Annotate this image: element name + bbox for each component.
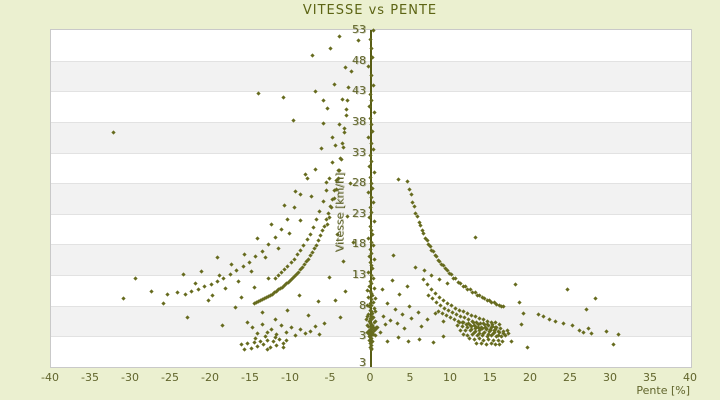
data-point xyxy=(368,239,374,245)
x-tick-label: 5 xyxy=(406,371,414,384)
y-tick-label: 18 xyxy=(352,237,366,251)
data-point xyxy=(520,310,526,316)
data-point xyxy=(264,329,270,335)
chart-title: VITESSE vs PENTE xyxy=(302,3,438,18)
y-tick-label: 38 xyxy=(352,114,366,128)
x-axis-title: Pente [%] xyxy=(636,384,690,397)
data-point xyxy=(412,265,418,270)
x-tick-label: -15 xyxy=(241,371,259,384)
x-tick-label: 20 xyxy=(523,371,537,384)
x-tick-label: 10 xyxy=(443,371,457,384)
data-point xyxy=(148,288,154,294)
y-tick-label: 33 xyxy=(352,145,366,159)
y-tick-label: 28 xyxy=(352,176,366,190)
plot-area xyxy=(50,27,692,368)
x-tick-label: -10 xyxy=(281,371,299,384)
y-tick-label: 53 xyxy=(352,23,366,36)
x-tick-label: 35 xyxy=(643,371,657,384)
y-axis-title: Vitesse [km/h] xyxy=(333,172,347,253)
x-tick-label: -25 xyxy=(161,371,179,384)
y-axis-bottom-label: 3 xyxy=(359,356,366,369)
y-tick-label: 13 xyxy=(352,268,366,282)
data-point xyxy=(372,333,378,338)
y-tick-label: 48 xyxy=(352,53,366,67)
data-point xyxy=(248,345,254,351)
data-point xyxy=(516,299,522,305)
x-tick-label: 25 xyxy=(563,371,577,384)
x-tick-label: 40 xyxy=(683,371,697,384)
y-tick-label: 3 xyxy=(359,329,366,343)
x-tick-label: 30 xyxy=(603,371,617,384)
y-tick-label: 23 xyxy=(352,206,366,220)
x-tick-label: 0 xyxy=(366,371,374,384)
x-tick-label: -40 xyxy=(41,371,59,384)
y-tick-label: 43 xyxy=(352,84,366,98)
y-tick-label: 8 xyxy=(359,298,366,312)
data-point xyxy=(272,234,278,240)
data-point xyxy=(164,291,170,297)
x-tick-label: -20 xyxy=(201,371,219,384)
x-tick-label: -5 xyxy=(324,371,336,384)
data-point xyxy=(404,283,410,289)
x-tick-label: -30 xyxy=(121,371,139,384)
x-tick-label: -35 xyxy=(81,371,99,384)
x-tick-label: 15 xyxy=(483,371,497,384)
